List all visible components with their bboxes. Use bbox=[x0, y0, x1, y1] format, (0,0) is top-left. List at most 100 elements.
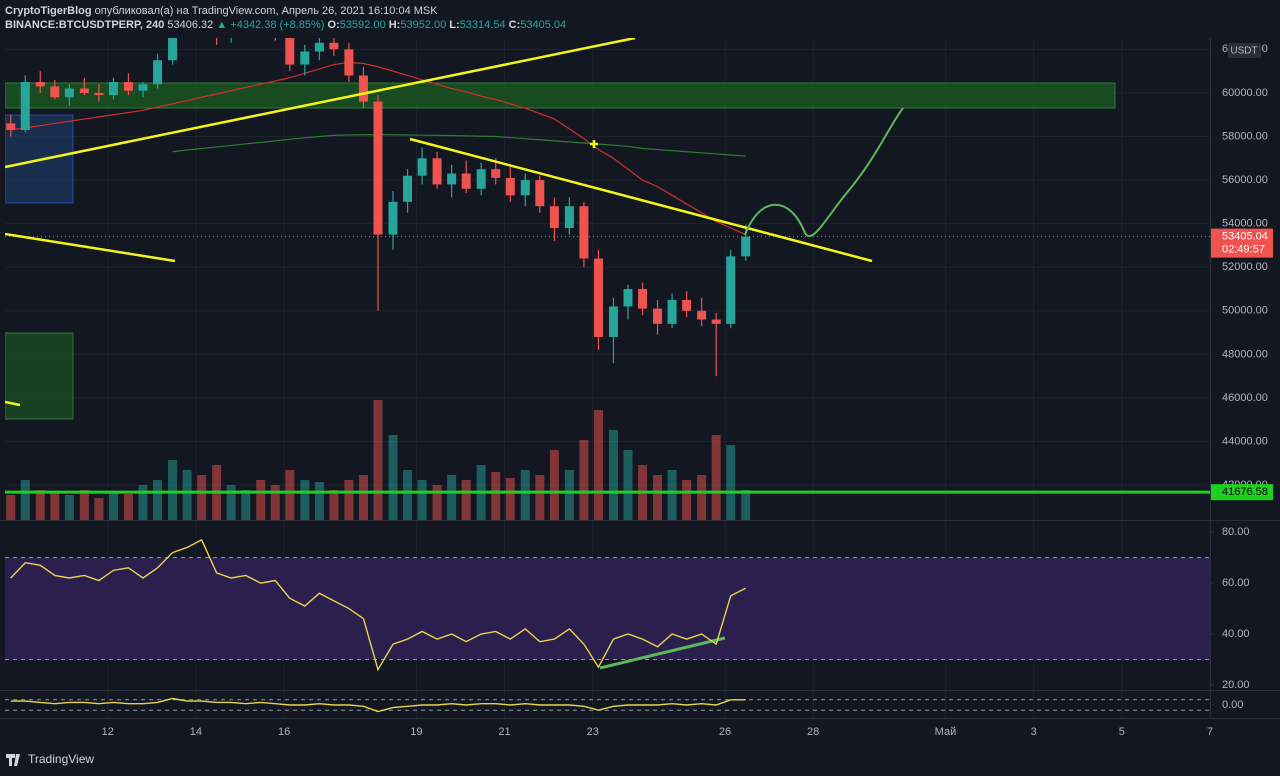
volume-bar bbox=[300, 480, 310, 520]
volume-bar bbox=[138, 485, 148, 520]
candle-body bbox=[50, 86, 60, 98]
trendline bbox=[5, 400, 21, 407]
volume-bar bbox=[579, 440, 589, 520]
x-tick-label: 14 bbox=[190, 726, 202, 738]
support-zone bbox=[5, 332, 74, 420]
y-tick-label: 60000.00 bbox=[1222, 87, 1268, 99]
candle-body bbox=[579, 206, 589, 259]
candle-body bbox=[64, 88, 74, 98]
volume-bar bbox=[314, 482, 324, 520]
candle-body bbox=[300, 51, 310, 65]
candle-body bbox=[329, 42, 339, 50]
candle-body bbox=[285, 38, 295, 65]
indicator-line bbox=[10, 697, 746, 713]
volume-bar bbox=[697, 475, 707, 520]
candle-body bbox=[432, 158, 442, 185]
volume-bar bbox=[64, 495, 74, 520]
ohlc-value: 53405.04 bbox=[520, 19, 566, 31]
volume-bar bbox=[79, 490, 89, 520]
candle-body bbox=[35, 82, 45, 87]
volume-bar bbox=[447, 475, 457, 520]
volume-bar bbox=[6, 495, 16, 520]
candle-body bbox=[79, 88, 89, 93]
indicator-line bbox=[10, 538, 747, 672]
candle-body bbox=[6, 123, 16, 130]
volume-bar bbox=[520, 470, 530, 520]
volume-bar bbox=[505, 478, 515, 520]
x-tick-label: 5 bbox=[1119, 726, 1125, 738]
candle-body bbox=[314, 42, 324, 52]
x-tick-label: 21 bbox=[498, 726, 510, 738]
resistance-zone bbox=[5, 82, 1116, 109]
volume-bar bbox=[94, 498, 104, 520]
y-tick-label: 0.00 bbox=[1222, 699, 1243, 711]
volume-bar bbox=[20, 480, 30, 520]
candle-body bbox=[593, 258, 603, 337]
y-tick-label: 46000.00 bbox=[1222, 392, 1268, 404]
volume-bar bbox=[373, 400, 383, 520]
candle-body bbox=[638, 289, 648, 309]
header-line: CryptoTigerBlog опубликовал(а) на Tradin… bbox=[5, 5, 438, 17]
volume-bar bbox=[682, 480, 692, 520]
moving-average bbox=[172, 134, 746, 157]
last-price-label: 53405.04 bbox=[1222, 231, 1268, 243]
x-tick-label: 28 bbox=[807, 726, 819, 738]
volume-bar bbox=[623, 450, 633, 520]
rsi-band bbox=[5, 557, 1210, 660]
candle-body bbox=[711, 319, 721, 324]
volume-bar bbox=[241, 490, 251, 520]
last-price: 53406.32 bbox=[167, 19, 213, 31]
volume-bar bbox=[388, 435, 398, 520]
y-tick-label: 58000.00 bbox=[1222, 130, 1268, 142]
volume-bar bbox=[549, 450, 559, 520]
volume-bar bbox=[108, 492, 118, 520]
ohlc-label: H: bbox=[389, 19, 401, 31]
volume-bar bbox=[197, 475, 207, 520]
candle-body bbox=[153, 60, 163, 85]
x-tick-label: 3 bbox=[1031, 726, 1037, 738]
candle-body bbox=[535, 180, 545, 207]
volume-bar bbox=[344, 480, 354, 520]
unit-label: USDT bbox=[1230, 46, 1257, 57]
candle-body bbox=[461, 173, 471, 189]
volume-bar bbox=[270, 485, 280, 520]
level-label: 41676.58 bbox=[1222, 486, 1268, 498]
volume-bar bbox=[256, 480, 266, 520]
cross-marker bbox=[590, 140, 598, 148]
volume-bar bbox=[491, 472, 501, 520]
candle-body bbox=[403, 175, 413, 202]
forecast-path bbox=[744, 107, 904, 237]
candle-body bbox=[123, 82, 133, 91]
volume-bar bbox=[168, 460, 178, 520]
volume-bar bbox=[403, 470, 413, 520]
candle-body bbox=[388, 201, 398, 235]
y-tick-label: 52000.00 bbox=[1222, 261, 1268, 273]
x-tick-label: 12 bbox=[102, 726, 114, 738]
candle-body bbox=[653, 308, 663, 324]
logo bbox=[6, 754, 20, 766]
volume-bar bbox=[461, 480, 471, 520]
volume-bar bbox=[726, 445, 736, 520]
trendline bbox=[5, 38, 636, 169]
volume-bar bbox=[593, 410, 603, 520]
volume-bar bbox=[123, 494, 133, 520]
x-tick-label: 16 bbox=[278, 726, 290, 738]
candle-body bbox=[358, 75, 368, 102]
y-tick-label: 60.00 bbox=[1222, 577, 1250, 589]
volume-bar bbox=[564, 470, 574, 520]
volume-bar bbox=[432, 485, 442, 520]
volume-bar bbox=[608, 430, 618, 520]
candle-body bbox=[447, 173, 457, 185]
candle-body bbox=[417, 158, 427, 176]
x-tick-label: Май bbox=[935, 726, 957, 738]
candle-body bbox=[138, 84, 148, 91]
candle-body bbox=[373, 101, 383, 235]
ohlc-label: C: bbox=[509, 19, 521, 31]
volume-bar bbox=[329, 490, 339, 520]
candle-body bbox=[168, 38, 178, 61]
divergence-line bbox=[599, 636, 726, 670]
candle-body bbox=[108, 82, 118, 96]
symbol-line: BINANCE:BTCUSDTPERP, 240 53406.32 ▲ +434… bbox=[5, 19, 566, 31]
level-badge bbox=[1211, 484, 1273, 501]
